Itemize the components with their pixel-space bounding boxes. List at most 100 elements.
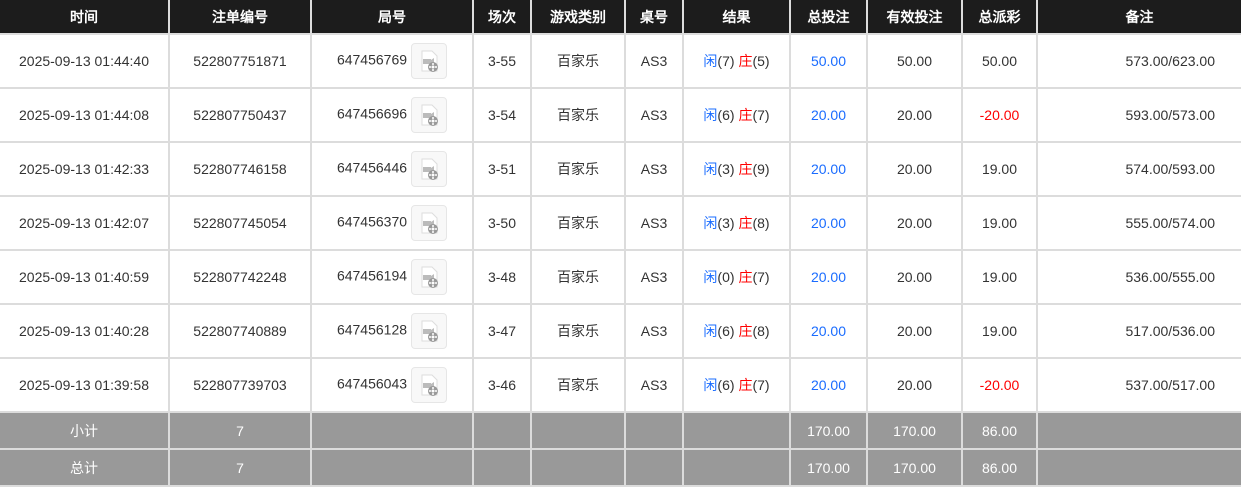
player-points: (3) [717, 161, 735, 177]
summary-total-bet: 170.00 [789, 411, 868, 450]
banker-label: 庄 [738, 107, 753, 123]
table-row: 2025-09-13 01:42:33 522807746158 6474564… [0, 141, 1241, 197]
result-cell: 闲(6) 庄(7) [682, 87, 791, 143]
table-cell: AS3 [624, 141, 684, 197]
summary-valid-bet: 170.00 [866, 411, 963, 450]
shoe-cell: 3-48 [472, 249, 532, 305]
payout-cell: 19.00 [961, 195, 1038, 251]
player-label: 闲 [703, 107, 718, 123]
player-label: 闲 [703, 377, 718, 393]
player-points: (6) [717, 107, 735, 123]
valid-bet-cell: 20.00 [866, 87, 963, 143]
header-round: 局号 [310, 0, 474, 35]
video-file-icon[interactable] [411, 367, 448, 403]
bet-id-cell: 522807742248 [168, 249, 312, 305]
total-bet-cell: 20.00 [789, 195, 868, 251]
result-cell: 闲(6) 庄(7) [682, 357, 791, 413]
valid-bet-cell: 50.00 [866, 33, 963, 89]
video-file-icon[interactable] [411, 313, 448, 349]
summary-payout: 86.00 [961, 411, 1038, 450]
header-time: 时间 [0, 0, 170, 35]
total-bet-cell: 20.00 [789, 357, 868, 413]
bet-id-cell: 522807750437 [168, 87, 312, 143]
header-result: 结果 [682, 0, 791, 35]
round-number: 647456043 [336, 375, 408, 392]
header-payout: 总派彩 [961, 0, 1038, 35]
bet-id-cell: 522807746158 [168, 141, 312, 197]
memo-cell: 537.00/517.00 [1036, 357, 1241, 413]
banker-points: (8) [752, 215, 770, 231]
result-cell: 闲(0) 庄(7) [682, 249, 791, 305]
video-file-icon[interactable] [411, 43, 448, 79]
time-cell: 2025-09-13 01:44:40 [0, 33, 170, 89]
round-cell: 647456769 [310, 33, 474, 89]
shoe-cell: 3-46 [472, 357, 532, 413]
round-cell: 647456446 [310, 141, 474, 197]
banker-label: 庄 [738, 323, 753, 339]
result-cell: 闲(3) 庄(8) [682, 195, 791, 251]
valid-bet-cell: 20.00 [866, 303, 963, 359]
time-cell: 2025-09-13 01:42:33 [0, 141, 170, 197]
memo-cell: 536.00/555.00 [1036, 249, 1241, 305]
summary-count: 7 [168, 448, 312, 487]
player-label: 闲 [703, 215, 718, 231]
payout-cell: 19.00 [961, 141, 1038, 197]
banker-label: 庄 [738, 269, 753, 285]
total-bet-cell: 20.00 [789, 249, 868, 305]
time-cell: 2025-09-13 01:39:58 [0, 357, 170, 413]
summary-label: 总计 [0, 448, 170, 487]
shoe-cell: 3-55 [472, 33, 532, 89]
game-cell: 百家乐 [530, 195, 626, 251]
round-cell: 647456043 [310, 357, 474, 413]
table-cell: AS3 [624, 33, 684, 89]
header-table-no: 桌号 [624, 0, 684, 35]
payout-cell: 50.00 [961, 33, 1038, 89]
bet-id-cell: 522807739703 [168, 357, 312, 413]
round-number: 647456194 [336, 267, 408, 284]
total-bet-cell: 20.00 [789, 303, 868, 359]
round-cell: 647456128 [310, 303, 474, 359]
summary-count: 7 [168, 411, 312, 450]
game-cell: 百家乐 [530, 141, 626, 197]
table-header: 时间 注单编号 局号 场次 游戏类别 桌号 结果 总投注 有效投注 总派彩 备注 [0, 0, 1241, 35]
shoe-cell: 3-54 [472, 87, 532, 143]
bet-id-cell: 522807740889 [168, 303, 312, 359]
player-label: 闲 [703, 161, 718, 177]
payout-cell: 19.00 [961, 249, 1038, 305]
total-bet-cell: 20.00 [789, 141, 868, 197]
player-points: (6) [717, 377, 735, 393]
round-number: 647456446 [336, 159, 408, 176]
memo-cell: 573.00/623.00 [1036, 33, 1241, 89]
video-file-icon[interactable] [411, 151, 448, 187]
player-label: 闲 [703, 269, 718, 285]
game-cell: 百家乐 [530, 33, 626, 89]
player-points: (6) [717, 323, 735, 339]
summary-valid-bet: 170.00 [866, 448, 963, 487]
table-cell: AS3 [624, 357, 684, 413]
round-number: 647456769 [336, 51, 408, 68]
player-points: (3) [717, 215, 735, 231]
summary-total-bet: 170.00 [789, 448, 868, 487]
time-cell: 2025-09-13 01:40:28 [0, 303, 170, 359]
video-file-icon[interactable] [411, 205, 448, 241]
game-cell: 百家乐 [530, 249, 626, 305]
table-cell: AS3 [624, 303, 684, 359]
header-total-bet: 总投注 [789, 0, 868, 35]
banker-label: 庄 [738, 161, 753, 177]
banker-points: (7) [752, 269, 770, 285]
player-label: 闲 [703, 323, 718, 339]
bet-id-cell: 522807745054 [168, 195, 312, 251]
shoe-cell: 3-47 [472, 303, 532, 359]
video-file-icon[interactable] [411, 97, 448, 133]
total-bet-cell: 50.00 [789, 33, 868, 89]
header-shoe: 场次 [472, 0, 532, 35]
video-file-icon[interactable] [411, 259, 448, 295]
banker-label: 庄 [738, 377, 753, 393]
valid-bet-cell: 20.00 [866, 195, 963, 251]
table-row: 2025-09-13 01:42:07 522807745054 6474563… [0, 195, 1241, 251]
table-row: 2025-09-13 01:44:08 522807750437 6474566… [0, 87, 1241, 143]
banker-points: (7) [752, 107, 770, 123]
result-cell: 闲(3) 庄(9) [682, 141, 791, 197]
banker-points: (9) [752, 161, 770, 177]
